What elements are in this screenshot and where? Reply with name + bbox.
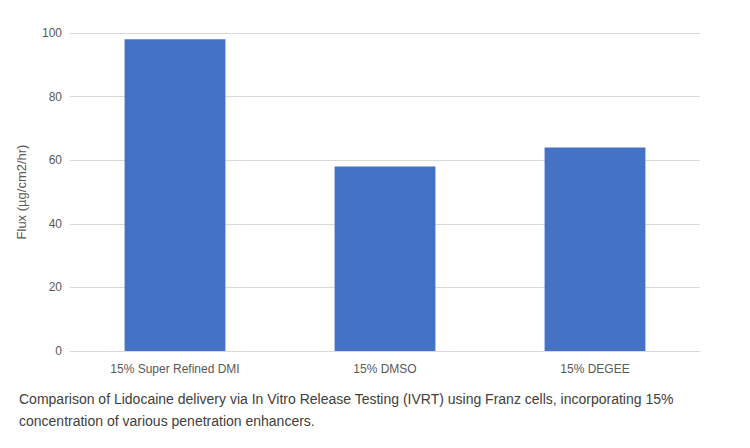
svg-text:60: 60: [49, 153, 63, 167]
svg-text:80: 80: [49, 90, 63, 104]
svg-text:15% DMSO: 15% DMSO: [353, 362, 416, 376]
svg-text:40: 40: [49, 217, 63, 231]
svg-text:Flux (µg/cm2/hr): Flux (µg/cm2/hr): [14, 145, 29, 240]
svg-text:15% DEGEE: 15% DEGEE: [560, 362, 629, 376]
svg-text:Comparison of Lidocaine delive: Comparison of Lidocaine delivery via In …: [19, 391, 677, 407]
svg-text:concentration of various penet: concentration of various penetration enh…: [19, 413, 315, 429]
svg-text:20: 20: [49, 280, 63, 294]
svg-text:15% Super Refined DMI: 15% Super Refined DMI: [110, 362, 239, 376]
svg-text:0: 0: [55, 344, 62, 358]
svg-text:100: 100: [42, 26, 62, 40]
